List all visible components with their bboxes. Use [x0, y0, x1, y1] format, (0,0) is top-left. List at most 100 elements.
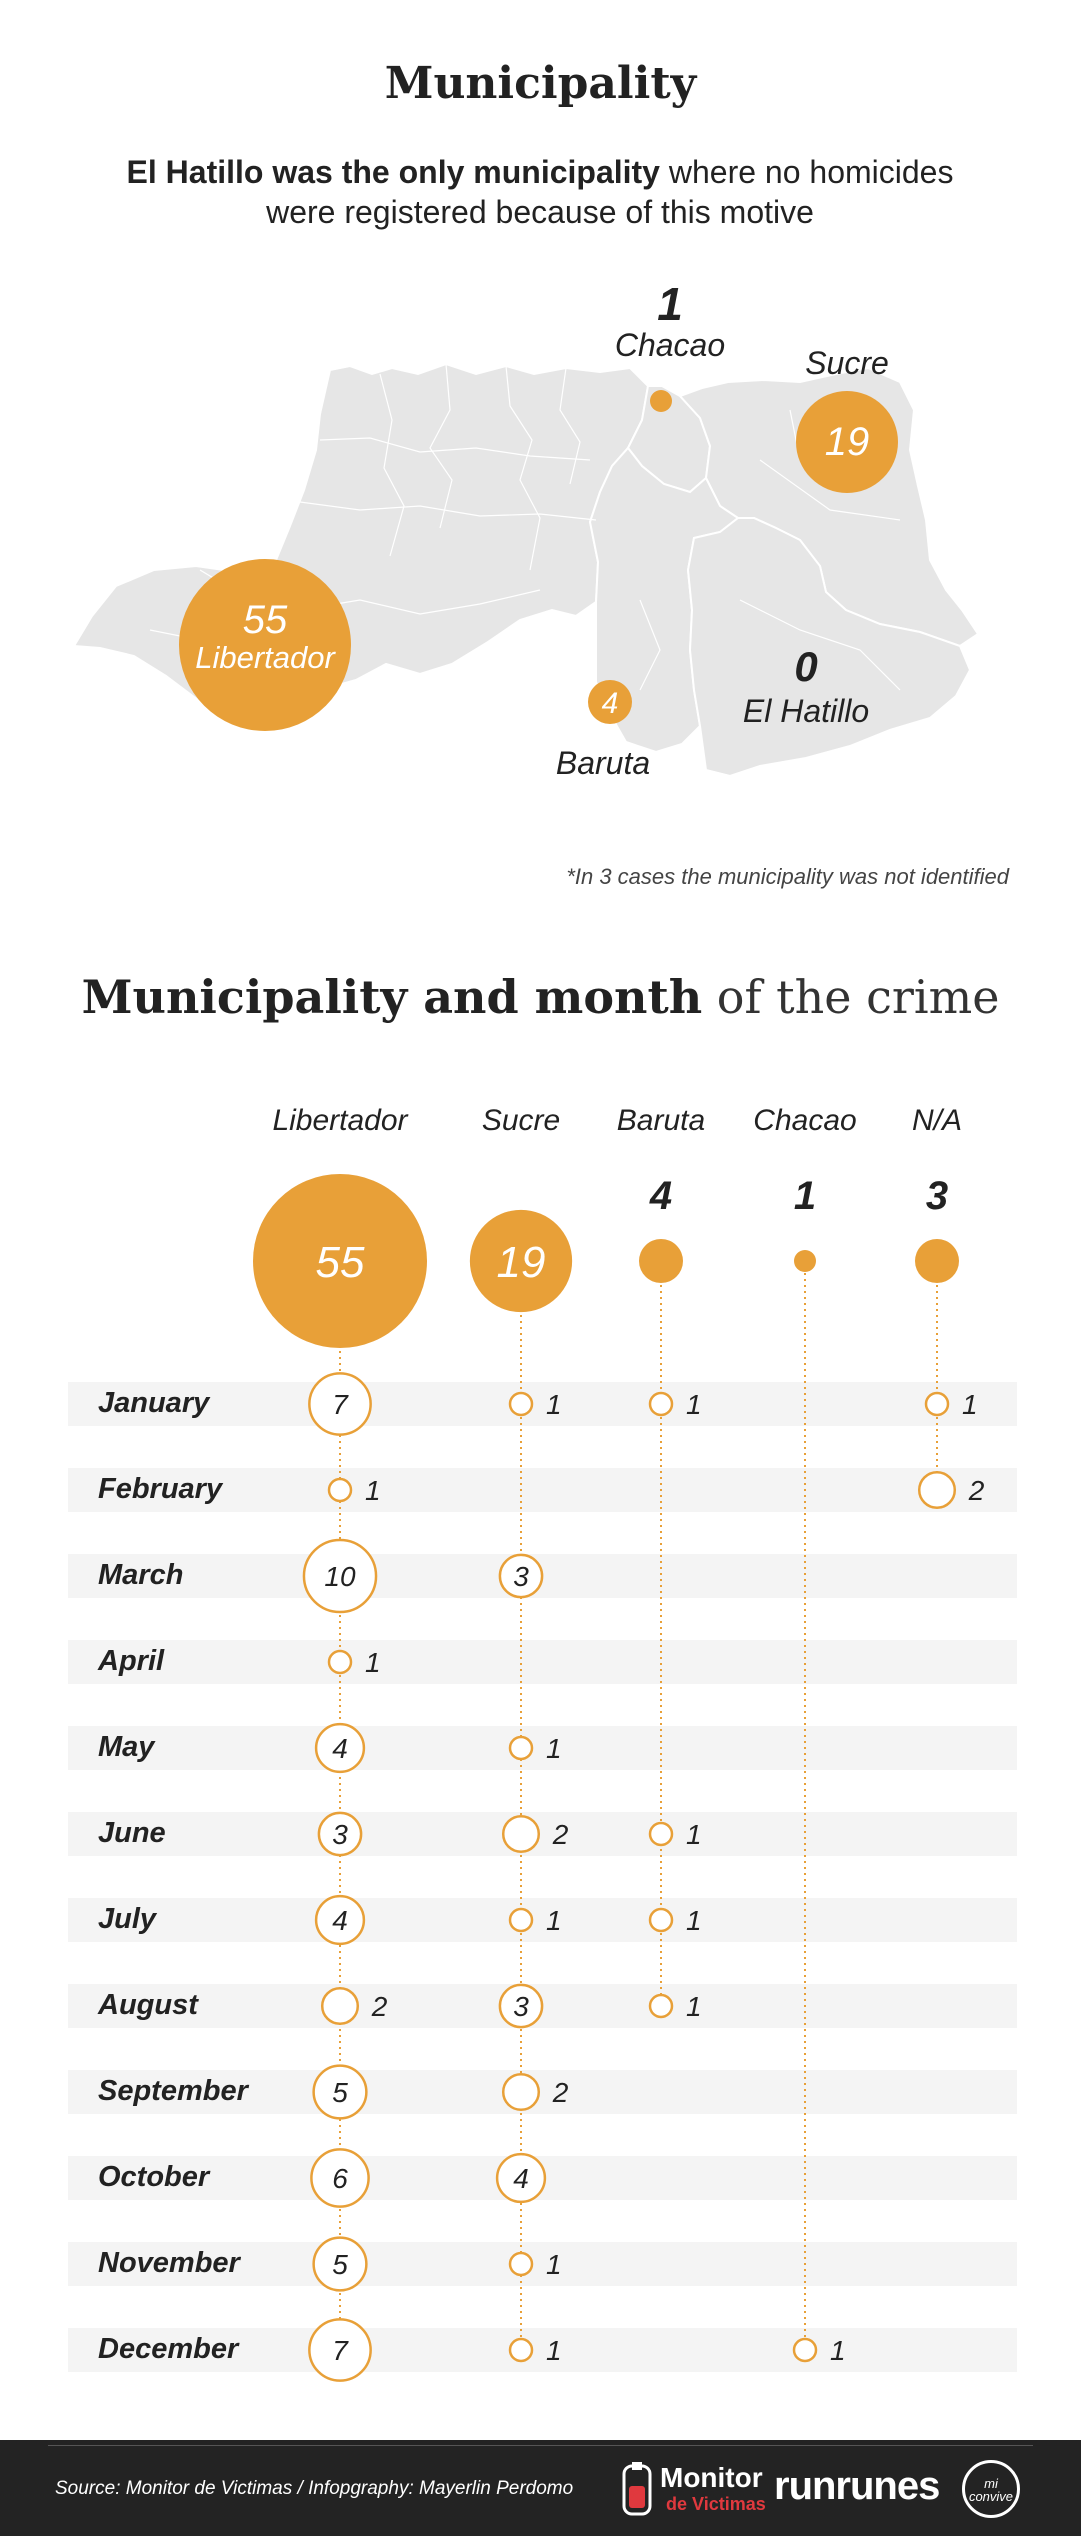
section2-title-light: of the crime: [702, 970, 1000, 1024]
cell-value-october-sucre: 4: [513, 2163, 529, 2194]
row-band-december: [68, 2328, 1017, 2372]
cell-circle-july-baruta: [648, 1907, 674, 1933]
month-label-april: April: [98, 1645, 165, 1677]
total-bubble-n-a: [915, 1239, 959, 1283]
footer: [0, 2440, 1081, 2536]
cell-value-february-n-a: 2: [968, 1475, 985, 1506]
cell-value-august-sucre: 3: [513, 1991, 529, 2022]
cell-circle-january-sucre: [508, 1391, 534, 1417]
cell-circle-july-sucre: [508, 1907, 534, 1933]
cell-value-january-baruta: 1: [686, 1389, 702, 1420]
cell-circle-november-libertador: [312, 2236, 368, 2292]
subtitle-bold: El Hatillo was the only municipality: [126, 154, 660, 190]
cell-circle-december-sucre: [508, 2337, 534, 2363]
map-label-chacao: Chacao: [615, 327, 725, 363]
logo-de-victimas: de Victimas: [666, 2494, 766, 2514]
footnote: *In 3 cases the municipality was not ide…: [566, 864, 1009, 889]
cell-value-october-libertador: 6: [332, 2163, 348, 2194]
cell-circle-august-libertador: [320, 1986, 360, 2026]
cell-value-january-n-a: 1: [962, 1389, 978, 1420]
cell-value-january-libertador: 7: [332, 1389, 349, 1420]
cell-circle-february-n-a: [917, 1470, 957, 1510]
cell-circle-january-baruta: [648, 1391, 674, 1417]
map-bubble-chacao: [650, 390, 672, 412]
col-head-sucre: Sucre: [481, 1104, 561, 1137]
cell-value-november-sucre: 1: [546, 2249, 562, 2280]
map-value-chacao: 1: [657, 278, 683, 330]
row-band-september: [68, 2070, 1017, 2114]
cell-value-november-libertador: 5: [332, 2249, 348, 2280]
cell-value-january-sucre: 1: [546, 1389, 562, 1420]
map-label-sucre: Sucre: [805, 345, 889, 381]
month-label-december: December: [98, 2333, 239, 2365]
logo-runrunes: runrunes: [774, 2464, 940, 2508]
cell-circle-january-n-a: [924, 1391, 950, 1417]
cell-circle-march-libertador: [302, 1538, 378, 1614]
monitor-victimas-logo-icon: [622, 2462, 652, 2516]
cell-circle-july-libertador: [314, 1894, 366, 1946]
cell-circle-june-libertador: [317, 1811, 363, 1857]
map-value-sucre: 19: [825, 420, 870, 464]
source-credit: Source: Monitor de Victimas / Infopgraph…: [55, 2478, 574, 2499]
cell-value-december-sucre: 1: [546, 2335, 562, 2366]
cell-circle-may-sucre: [508, 1735, 534, 1761]
month-label-september: September: [98, 2075, 248, 2107]
cell-circle-april-libertador: [327, 1649, 353, 1675]
col-total-chacao: 1: [793, 1174, 817, 1218]
section2-title-bold: Municipality and month: [81, 970, 703, 1024]
cell-value-july-libertador: 4: [332, 1905, 348, 1936]
map-value-libertador: 55: [243, 598, 288, 642]
total-bubble-libertador: [253, 1174, 427, 1348]
cell-value-august-baruta: 1: [686, 1991, 702, 2022]
cell-circle-february-libertador: [327, 1477, 353, 1503]
row-band-june: [68, 1812, 1017, 1856]
col-head-libertador: Libertador: [272, 1104, 408, 1137]
cell-value-february-libertador: 1: [365, 1475, 381, 1506]
map-bubble-libertador: [179, 559, 351, 731]
total-bubble-sucre: [469, 1209, 573, 1313]
cell-circle-june-sucre: [501, 1814, 541, 1854]
cell-value-june-libertador: 3: [332, 1819, 348, 1850]
cell-circle-january-libertador: [308, 1372, 372, 1436]
cell-value-march-sucre: 3: [513, 1561, 529, 1592]
cell-circle-may-libertador: [314, 1722, 366, 1774]
month-label-may: May: [98, 1731, 155, 1763]
subtitle-rest: where no homicides were registered becau…: [266, 154, 954, 230]
month-label-july: July: [98, 1903, 157, 1935]
cell-circle-august-baruta: [648, 1993, 674, 2019]
month-label-january: January: [98, 1387, 210, 1419]
month-label-march: March: [98, 1559, 184, 1591]
cell-circle-october-libertador: [310, 2148, 370, 2208]
page-title: Municipality: [384, 58, 697, 109]
cell-circle-august-sucre: [498, 1983, 544, 2029]
total-bubble-chacao: [794, 1250, 816, 1272]
row-band-november: [68, 2242, 1017, 2286]
logo-mi-convive: mi convive: [962, 2460, 1020, 2518]
col-head-na: N/A: [911, 1104, 962, 1137]
cell-value-september-libertador: 5: [332, 2077, 348, 2108]
caracas-map: 1 Chacao Sucre 19 55 Libertador 4 Baruta…: [72, 278, 980, 781]
logo-convive: convive: [968, 2489, 1014, 2504]
month-label-august: August: [98, 1989, 198, 2021]
cell-value-august-libertador: 2: [371, 1991, 388, 2022]
row-band-july: [68, 1898, 1017, 1942]
map-label-el-hatillo: El Hatillo: [743, 693, 869, 729]
cell-value-july-sucre: 1: [546, 1905, 562, 1936]
cell-value-december-libertador: 7: [332, 2335, 349, 2366]
col-total-na: 3: [925, 1174, 949, 1218]
month-label-june: June: [98, 1817, 166, 1849]
footer-divider: [48, 2445, 1033, 2446]
cell-circle-october-sucre: [495, 2152, 547, 2204]
cell-value-march-libertador: 10: [324, 1561, 356, 1592]
month-chart: 55 19 7 1 1 1 1 2 10 3 1 4 1 3 2 1 4 1 1 2 3 1 5 2 6 4 5 1 7 1 1: [68, 1174, 1017, 2382]
logo-monitor: Monitor: [660, 2462, 763, 2493]
cell-value-june-baruta: 1: [686, 1819, 702, 1850]
month-label-november: November: [98, 2247, 240, 2279]
row-band-april: [68, 1640, 1017, 1684]
cell-value-may-libertador: 4: [332, 1733, 348, 1764]
row-band-february: [68, 1468, 1017, 1512]
month-label-february: February: [98, 1473, 223, 1505]
cell-value-september-sucre: 2: [552, 2077, 569, 2108]
row-band-january: [68, 1382, 1017, 1426]
cell-value-july-baruta: 1: [686, 1905, 702, 1936]
